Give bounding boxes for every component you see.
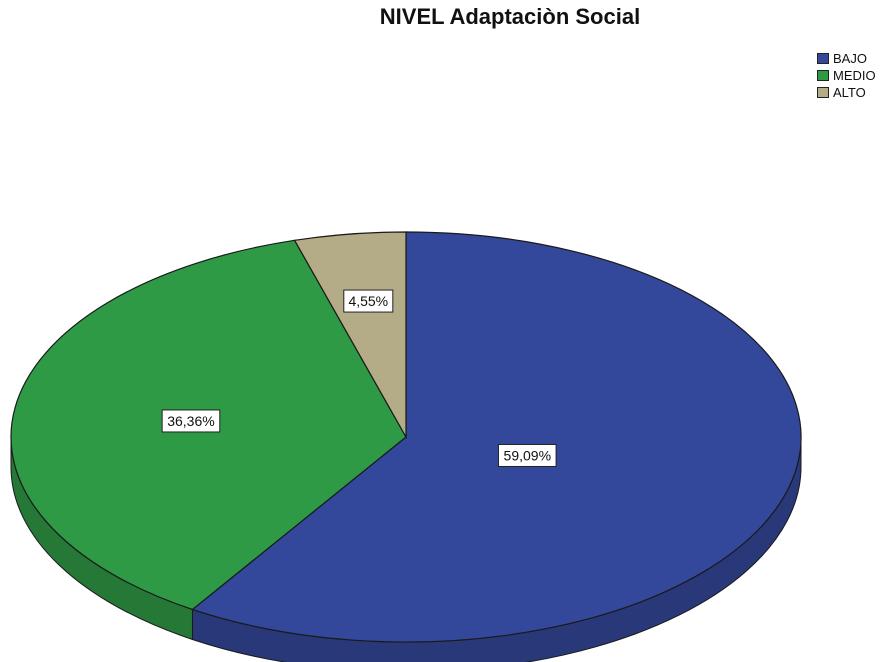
pie-slice-alto xyxy=(293,231,407,440)
data-label-medio: 36,36% xyxy=(161,409,221,433)
legend-item-bajo: BAJO xyxy=(817,50,876,67)
svg-text:59,09%: 59,09% xyxy=(504,447,551,463)
legend: BAJO MEDIO ALTO xyxy=(817,50,876,101)
data-label-alto: 4,55% xyxy=(343,289,394,313)
legend-swatch-medio xyxy=(817,70,829,81)
pie-slice-bajo xyxy=(191,231,802,643)
svg-text:4,55%: 4,55% xyxy=(348,293,388,309)
legend-label-bajo: BAJO xyxy=(833,51,867,66)
pie-labels: 59,09% 36,36% 4,55% xyxy=(161,289,557,467)
pie-tops xyxy=(10,231,802,643)
legend-swatch-bajo xyxy=(817,53,829,64)
legend-label-alto: ALTO xyxy=(833,85,866,100)
chart-title: NIVEL Adaptaciòn Social xyxy=(379,4,641,29)
legend-item-alto: ALTO xyxy=(817,84,876,101)
legend-swatch-alto xyxy=(817,87,829,98)
legend-label-medio: MEDIO xyxy=(833,68,876,83)
svg-text:36,36%: 36,36% xyxy=(167,413,214,429)
data-label-bajo: 59,09% xyxy=(497,443,557,467)
legend-item-medio: MEDIO xyxy=(817,67,876,84)
